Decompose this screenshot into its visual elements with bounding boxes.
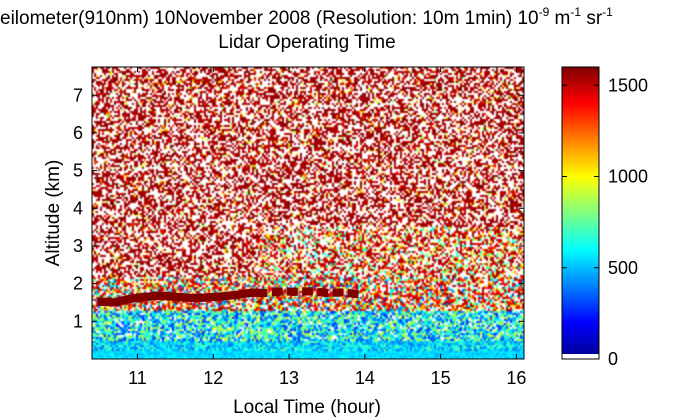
x-axis-label: Local Time (hour) [233,397,381,418]
cloud-layer-point [338,288,344,297]
chart-subtitle: Lidar Operating Time [218,32,395,53]
cloud-layer-point [262,289,268,298]
y-axis: 1 2 3 4 5 6 7 [73,85,524,331]
colorbar-tick-label: 1000 [608,167,648,187]
x-tick-label: 12 [203,368,223,388]
y-tick-label: 6 [73,123,83,143]
y-tick-label: 5 [73,161,83,181]
cloud-layer-point [292,287,298,296]
y-tick-label: 7 [73,85,83,105]
colorbar: 0 500 1000 1500 [561,66,648,369]
plot-area [91,66,525,360]
y-tick-label: 3 [73,236,83,256]
colorbar-tick-label: 1500 [608,75,648,95]
x-tick-label: 15 [431,368,451,388]
x-tick-label: 13 [279,368,299,388]
colorbar-tick-label: 500 [608,258,638,278]
cloud-base-layer [97,287,359,307]
backscatter-heatmap [92,67,524,359]
heatmap-cells [92,67,524,359]
chart-title: eilometer(910nm) 10November 2008 (Resolu… [0,5,613,29]
y-tick-label: 2 [73,274,83,294]
y-tick-label: 4 [73,198,83,218]
x-tick-label: 11 [128,368,147,388]
cloud-layer-point [277,287,283,296]
x-axis: 11 12 13 14 15 16 [128,67,526,388]
colorbar-tick-label: 0 [608,349,618,369]
cloud-layer-point [323,288,329,297]
y-tick-label: 1 [73,311,83,331]
y-axis-label: Altitude (km) [43,160,64,267]
x-tick-label: 16 [506,368,526,388]
x-tick-label: 14 [355,368,375,388]
cloud-layer-point [307,287,313,296]
cloud-layer-point [353,289,359,298]
